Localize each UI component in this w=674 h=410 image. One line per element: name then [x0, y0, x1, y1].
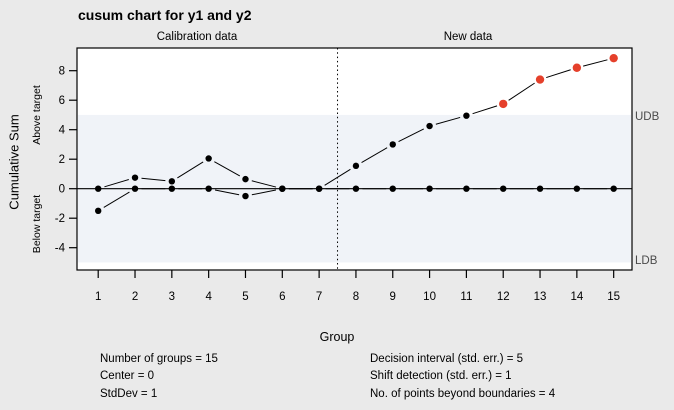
cusum-line-segment: [546, 69, 571, 79]
cusum-line-segment: [214, 161, 241, 177]
cusum-line-segment: [508, 82, 535, 101]
cusum-point: [389, 185, 396, 192]
y-tick-label: 0: [59, 184, 65, 196]
cusum-line-segment: [324, 168, 351, 186]
stat-points-beyond-boundaries: No. of points beyond boundaries = 4: [370, 387, 556, 400]
summary-stats-right: Decision interval (std. err.) = 5 Shift …: [370, 351, 555, 403]
cusum-line-segment: [398, 128, 424, 142]
y-axis-label: Cumulative Sum: [6, 114, 22, 210]
chart-title: cusum chart for y1 and y2: [78, 7, 252, 23]
cusum-line-segment: [472, 105, 498, 115]
stat-decision-interval: Decision interval (std. err.) = 5: [370, 353, 524, 365]
cusum-point: [131, 174, 139, 181]
cusum-line-segment: [177, 161, 204, 179]
x-tick-label: 15: [607, 291, 620, 303]
region-label-new-data: New data: [443, 31, 493, 43]
cusum-point: [463, 112, 470, 119]
cusum-point: [426, 122, 433, 130]
y-tick-label: -2: [55, 213, 65, 225]
x-tick-label: 9: [390, 291, 396, 303]
x-tick-label: 2: [132, 291, 138, 303]
cusum-point: [463, 185, 470, 192]
x-tick-label: 14: [570, 291, 583, 303]
cusum-point: [205, 185, 212, 192]
y-tick-label: 4: [59, 125, 66, 137]
x-tick-label: 10: [423, 291, 436, 303]
y-tick-label: 6: [59, 95, 65, 107]
cusum-point: [131, 185, 139, 192]
cusum-point-beyond-boundary: [535, 75, 545, 84]
cusum-point: [352, 185, 360, 192]
y-tick-label: -4: [55, 243, 66, 255]
cusum-point: [536, 185, 544, 192]
cusum-point: [573, 185, 581, 192]
y-tick-label: 8: [59, 66, 65, 78]
cusum-point: [426, 185, 433, 192]
cusum-point: [95, 207, 102, 215]
cusum-line-segment: [214, 189, 240, 196]
y-axis-sublabel-below-target: Below target: [31, 194, 43, 254]
x-tick-label: 8: [353, 291, 359, 303]
stat-number-of-groups: Number of groups = 15: [100, 353, 218, 365]
cusum-point-beyond-boundary: [572, 63, 582, 72]
upper-decision-boundary-label: UDB: [635, 111, 660, 123]
cusum-line-segment: [141, 177, 166, 182]
cusum-line-segment: [103, 191, 130, 208]
stat-center: Center = 0: [100, 370, 155, 383]
cusum-point: [500, 185, 507, 192]
x-tick-label: 1: [95, 291, 101, 303]
cusum-point: [315, 185, 323, 192]
y-tick-label: 2: [59, 154, 65, 166]
cusum-point: [242, 192, 249, 200]
cusum-point: [610, 185, 617, 192]
cusum-line-segment: [104, 179, 129, 188]
cusum-point: [168, 178, 176, 185]
cusum-point: [279, 185, 286, 192]
cusum-line-segment: [251, 189, 277, 196]
cusum-point: [95, 185, 102, 192]
cusum-point-beyond-boundary: [499, 99, 508, 109]
x-tick-label: 3: [169, 291, 175, 303]
cusum-point: [242, 175, 249, 183]
x-tick-label: 11: [460, 291, 472, 303]
cusum-line-segment: [583, 59, 608, 67]
summary-stats-left: Number of groups = 15 Center = 0 StdDev …: [100, 351, 218, 403]
x-axis-label: Group: [319, 330, 355, 344]
cusum-point-beyond-boundary: [609, 53, 618, 63]
cusum-point: [352, 162, 360, 170]
y-axis-sublabel-above-target: Above target: [31, 85, 43, 145]
x-tick-label: 13: [534, 291, 547, 303]
cusum-point: [205, 155, 212, 162]
x-tick-label: 12: [497, 291, 510, 303]
cusum-line-segment: [251, 180, 277, 188]
cusum-point: [168, 185, 176, 192]
cusum-line-segment: [361, 147, 388, 164]
x-tick-label: 6: [279, 291, 285, 303]
region-label-calibration: Calibration data: [156, 31, 238, 43]
lower-decision-boundary-label: LDB: [635, 255, 658, 267]
stat-stddev: StdDev = 1: [100, 387, 158, 400]
x-tick-label: 4: [205, 291, 212, 303]
x-tick-label: 5: [242, 291, 248, 303]
stat-shift-detection: Shift detection (std. err.) = 1: [370, 370, 512, 383]
cusum-point: [389, 141, 396, 148]
x-tick-label: 7: [316, 291, 322, 303]
cusum-line-segment: [435, 116, 461, 125]
